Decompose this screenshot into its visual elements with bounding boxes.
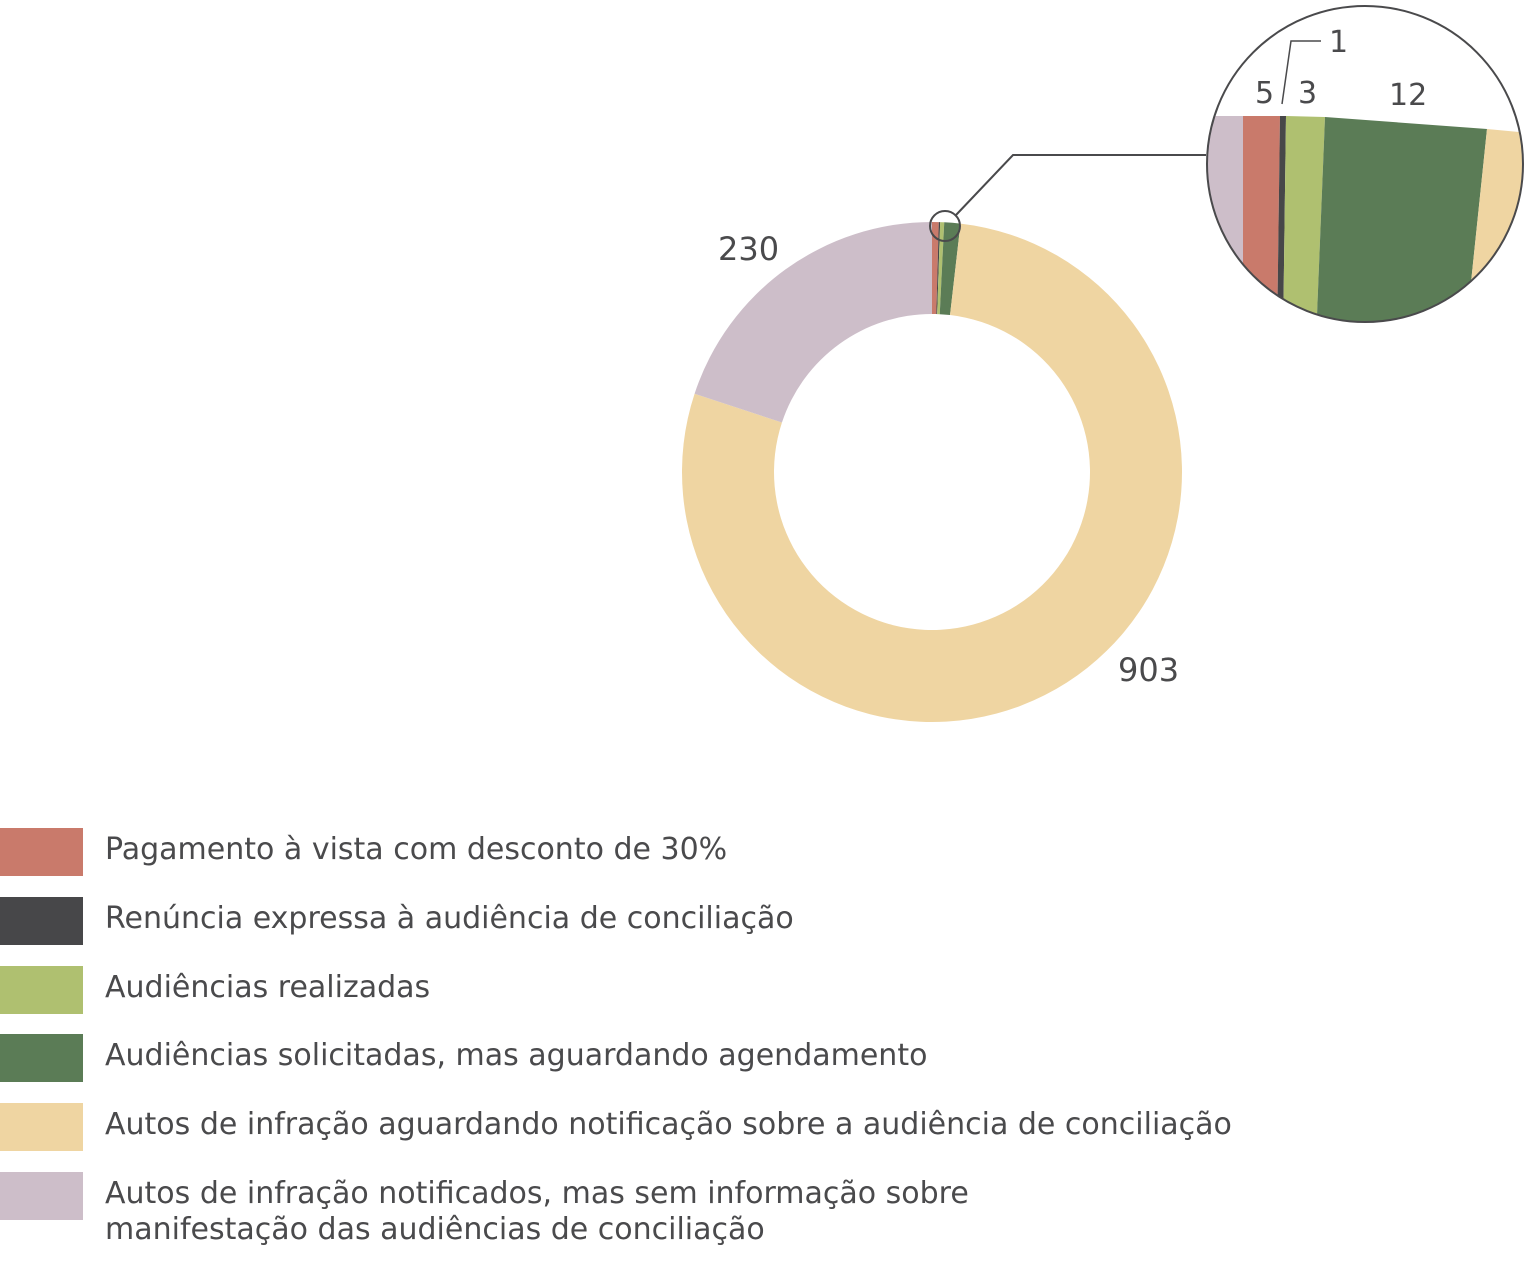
legend-item: Autos de infração notificados, mas sem i…: [0, 1172, 1500, 1262]
inset-data-label: 3: [1298, 76, 1317, 111]
inset-data-label: 12: [1389, 78, 1427, 113]
inset-slice: [1207, 116, 1243, 322]
inset-slice: [1316, 117, 1487, 322]
inset-slice: [1243, 116, 1280, 322]
zoom-inset-border: [1206, 5, 1524, 323]
legend-label-line: Autos de infração notificados, mas sem i…: [105, 1176, 969, 1211]
legend-swatch: [0, 1103, 83, 1151]
legend-item: Pagamento à vista com desconto de 30%: [0, 828, 1500, 878]
legend-item: Autos de infração aguardando notificação…: [0, 1103, 1500, 1153]
zoom-inset: [1207, 116, 1523, 322]
legend-swatch: [0, 828, 83, 876]
donut-slice: [694, 222, 932, 423]
donut-slice: [936, 222, 941, 315]
donut-slice: [937, 222, 945, 315]
legend-label: Renúncia expressa à audiência de concili…: [105, 901, 794, 936]
leader-line: [1281, 40, 1321, 105]
legend-swatch: [0, 1172, 83, 1220]
legend-label: Autos de infração aguardando notificação…: [105, 1107, 1232, 1142]
legend-item: Audiências solicitadas, mas aguardando a…: [0, 1034, 1500, 1084]
legend-label: Audiências solicitadas, mas aguardando a…: [105, 1038, 928, 1073]
legend-swatch: [0, 1034, 83, 1082]
inset-data-label: 1: [1329, 25, 1348, 60]
legend-label-line: manifestação das audiências de conciliaç…: [105, 1212, 765, 1247]
legend-item: Renúncia expressa à audiência de concili…: [0, 897, 1500, 947]
legend-item: Audiências realizadas: [0, 966, 1500, 1016]
zoom-marker: [929, 210, 961, 242]
data-label: 903: [1118, 651, 1179, 689]
connector-line: [955, 154, 1206, 216]
data-label: 230: [718, 230, 779, 268]
donut-slice: [932, 222, 939, 315]
legend-swatch: [0, 966, 83, 1014]
inset-slice: [1283, 116, 1325, 322]
legend-swatch: [0, 897, 83, 945]
donut-slice: [682, 223, 1183, 722]
legend-label: Pagamento à vista com desconto de 30%: [105, 832, 728, 867]
legend-label: Audiências realizadas: [105, 970, 431, 1005]
legend-label: Autos de infração notificados, mas sem i…: [105, 1176, 969, 1248]
inset-data-label: 5: [1255, 76, 1274, 111]
donut-slice: [939, 222, 961, 316]
